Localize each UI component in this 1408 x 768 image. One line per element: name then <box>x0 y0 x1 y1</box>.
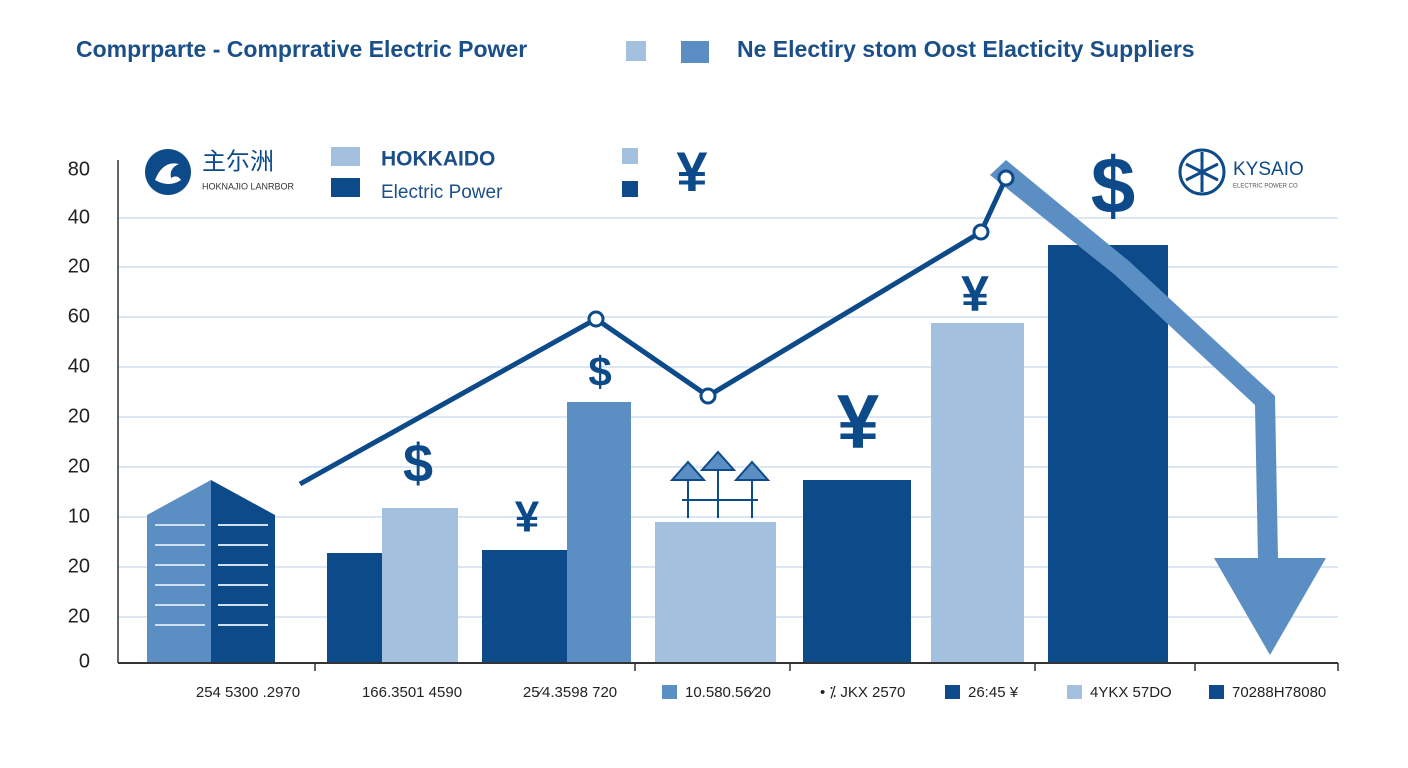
x-axis-label: • ⁒ JKX 2570 <box>820 684 905 701</box>
bar <box>655 522 776 663</box>
bar <box>327 553 382 663</box>
currency-symbol: ¥ <box>837 380 879 465</box>
arrow-head <box>1214 558 1326 655</box>
y-axis-label: 20 <box>68 605 90 627</box>
building <box>147 480 275 663</box>
title-swatch <box>681 41 709 63</box>
line-marker <box>587 310 605 328</box>
logo-text: KYSAIO <box>1233 159 1304 180</box>
bar <box>567 402 631 663</box>
logo-subtext: ELECTRIC POWER CO <box>1233 184 1298 190</box>
currency-symbol: $ <box>1091 141 1136 230</box>
x-axis-label: 254 5300 .2970 <box>196 684 300 701</box>
x-axis-label: 26:45 ¥ <box>968 684 1019 701</box>
y-axis-label: 60 <box>68 305 90 327</box>
x-axis-labels: 254 5300 .2970 166.3501 4590 25⁄4.3598 720… <box>196 684 1326 701</box>
y-axis-label: 20 <box>68 555 90 577</box>
y-axis-label: 20 <box>68 405 90 427</box>
currency-symbol: ¥ <box>515 493 540 542</box>
currency-symbol: $ <box>403 433 433 493</box>
x-label-swatch <box>1209 685 1224 699</box>
y-axis-label: 20 <box>68 255 90 277</box>
x-label-swatch <box>662 685 677 699</box>
legend-swatch <box>331 178 360 197</box>
logo-mark <box>1185 152 1219 192</box>
y-axis-label: 40 <box>68 355 90 377</box>
y-axis-label: 40 <box>68 206 90 228</box>
bar <box>382 508 458 663</box>
legend: HOKKAIDO Electric Power ¥ <box>331 140 708 203</box>
legend-label: Electric Power <box>381 182 503 203</box>
trend-arrow <box>990 160 1326 655</box>
logo-subtext: HOKNAJIO LANRBOR <box>202 181 295 191</box>
logo-mark <box>155 163 181 184</box>
arrow-shaft <box>990 160 1278 560</box>
legend-label: HOKKAIDO <box>381 148 495 171</box>
x-axis-label: 25⁄4.3598 720 <box>523 684 617 701</box>
axis-ticks <box>314 663 1339 671</box>
x-label-swatch <box>1067 685 1082 699</box>
y-axis-label: 20 <box>68 455 90 477</box>
pavilion-icon <box>669 450 771 518</box>
y-axis-labels: 80 40 20 60 40 20 20 10 20 20 0 <box>68 158 90 672</box>
title-left: Comprparte - Comprrative Electric Power <box>76 36 527 62</box>
logo-right: KYSAIO ELECTRIC POWER CO <box>1178 148 1304 196</box>
logo-text: 主尓洲 <box>202 148 274 175</box>
pavilion-frame <box>682 470 758 518</box>
title-right: Ne Electiry stom Oost Elacticity Supplie… <box>737 36 1195 62</box>
x-axis-label: 166.3501 4590 <box>362 684 462 701</box>
line-marker <box>997 169 1015 187</box>
line-marker <box>972 223 990 241</box>
x-axis-label: 4YKX 57DO <box>1090 684 1172 701</box>
line-markers <box>587 169 1015 405</box>
x-axis-label: 10.580.56⁄20 <box>685 684 771 701</box>
currency-symbol: ¥ <box>676 140 707 203</box>
y-axis-label: 0 <box>79 650 90 672</box>
currency-symbol: $ <box>588 348 611 395</box>
bar <box>931 323 1024 663</box>
x-label-swatch <box>945 685 960 699</box>
legend-swatch <box>622 148 638 164</box>
legend-swatch <box>331 147 360 166</box>
title-swatch <box>626 41 646 61</box>
legend-swatch <box>622 181 638 197</box>
bar <box>1048 245 1168 663</box>
line-marker <box>699 387 717 405</box>
currency-symbol: ¥ <box>961 266 989 322</box>
bar <box>803 480 911 663</box>
building-windows <box>155 524 268 626</box>
logo-left: 主尓洲 HOKNAJIO LANRBOR <box>145 148 295 195</box>
bar <box>482 550 567 663</box>
y-axis-label: 10 <box>68 505 90 527</box>
logo-emblem <box>1178 148 1226 196</box>
x-axis-label: 70288H78080 <box>1232 684 1326 701</box>
y-axis-label: 80 <box>68 158 90 180</box>
